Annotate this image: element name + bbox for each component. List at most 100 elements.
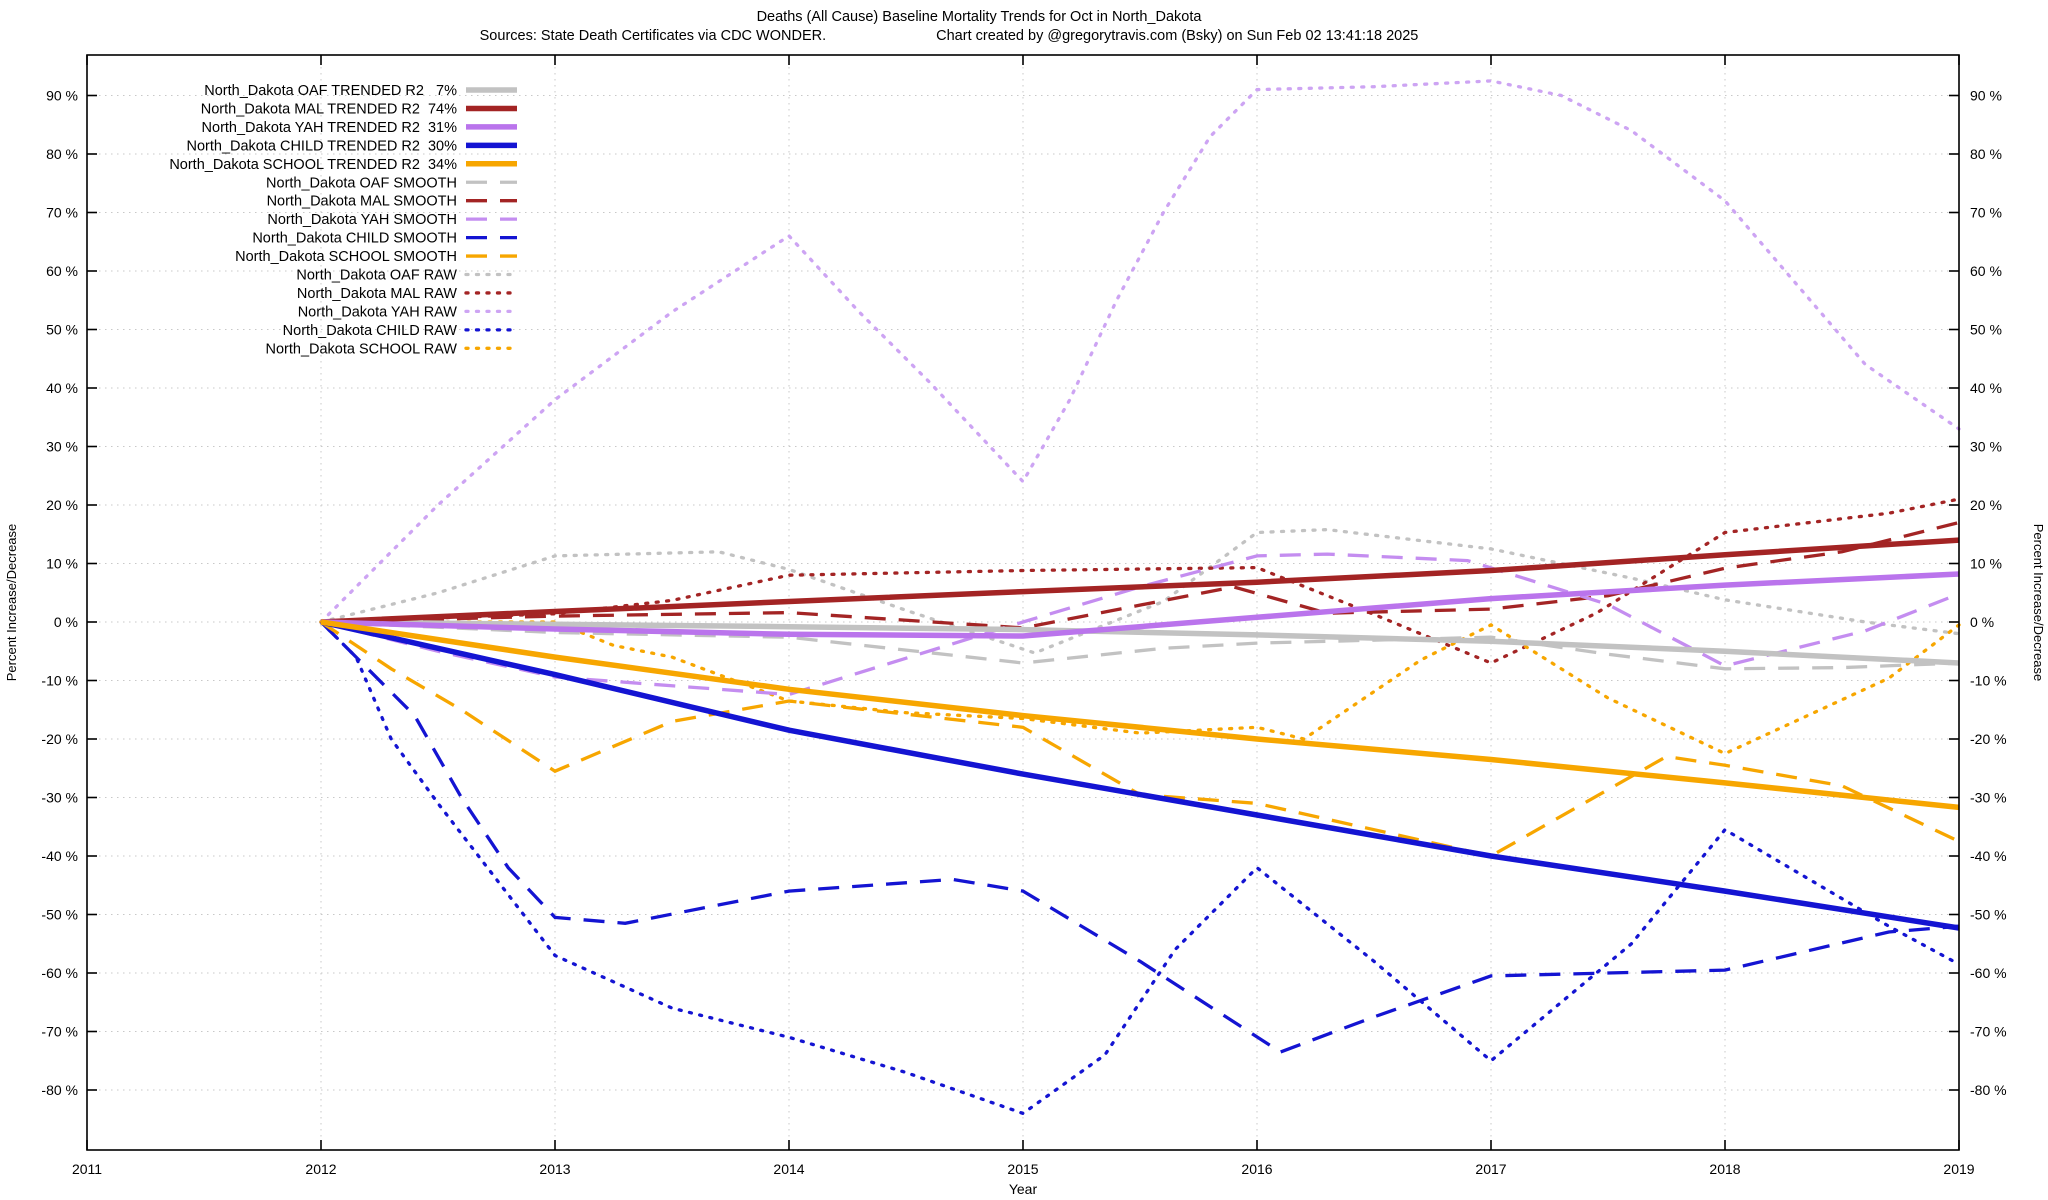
legend-label: North_Dakota OAF TRENDED R2 7%	[204, 83, 457, 99]
y-tick-label-left: -10 %	[41, 673, 78, 689]
y-axis-title-right: Percent Increase/Decrease	[2031, 524, 2046, 682]
y-tick-label-left: 90 %	[46, 88, 78, 104]
x-tick-label: 2019	[1943, 1161, 1974, 1177]
y-axis-title-left: Percent Increase/Decrease	[4, 524, 19, 682]
series-oaf-smooth-line	[320, 620, 1960, 671]
y-tick-label-right: 10 %	[1970, 556, 2002, 572]
series-child-raw-line	[319, 620, 1961, 1116]
y-tick-label-left: 70 %	[46, 205, 78, 221]
y-tick-label-right: 80 %	[1970, 146, 2002, 162]
credit-note: Chart created by @gregorytravis.com (Bsk…	[936, 28, 1419, 44]
legend-entry-yah-smooth: North_Dakota YAH SMOOTH	[267, 212, 517, 228]
legend-label: North_Dakota MAL TRENDED R2 74%	[201, 101, 457, 117]
chart-header: Deaths (All Cause) Baseline Mortality Tr…	[0, 8, 2048, 46]
y-tick-label-right: -70 %	[1970, 1024, 2007, 1040]
y-axis-left: 90 % 80 % 70 % 60 % 50 % 40 % 30 % 20 % 10 % 0 % -…	[4, 88, 97, 1098]
legend-entry-mal-trended: North_Dakota MAL TRENDED R2 74%	[201, 101, 517, 117]
x-tick-label: 2015	[1007, 1161, 1038, 1177]
series-yah-trended-line	[320, 571, 1960, 639]
legend-label: North_Dakota OAF RAW	[296, 268, 457, 284]
y-tick-label-left: -60 %	[41, 965, 78, 981]
y-tick-label-left: 60 %	[46, 263, 78, 279]
legend-entry-mal-smooth: North_Dakota MAL SMOOTH	[267, 194, 517, 210]
legend-entry-oaf-raw: North_Dakota OAF RAW	[296, 268, 519, 284]
y-tick-label-right: -30 %	[1970, 790, 2007, 806]
legend-entry-oaf-trended: North_Dakota OAF TRENDED R2 7%	[204, 83, 517, 99]
x-axis: 2011 2012 2013 2014 2015 2016 2017 2018 2019 Year	[72, 55, 1975, 1197]
legend: North_Dakota OAF TRENDED R2 7% North_Dako…	[169, 83, 519, 357]
y-tick-label-left: -80 %	[41, 1082, 78, 1098]
series-school-trended-line	[320, 619, 1960, 811]
y-tick-label-right: -60 %	[1970, 965, 2007, 981]
series-mal-raw-line	[319, 497, 1961, 665]
x-tick-label: 2018	[1709, 1161, 1740, 1177]
legend-label: North_Dakota MAL RAW	[297, 286, 457, 302]
x-tick-label: 2013	[539, 1161, 570, 1177]
y-tick-label-right: -50 %	[1970, 907, 2007, 923]
y-tick-label-left: -20 %	[41, 731, 78, 747]
y-tick-label-left: 50 %	[46, 322, 78, 338]
x-axis-title: Year	[1009, 1181, 1038, 1197]
plot-border	[86, 54, 1960, 1151]
legend-entry-oaf-smooth: North_Dakota OAF SMOOTH	[266, 175, 517, 191]
x-tick-label: 2017	[1475, 1161, 1506, 1177]
y-tick-label-left: -30 %	[41, 790, 78, 806]
legend-entry-yah-raw: North_Dakota YAH RAW	[298, 304, 519, 320]
y-tick-label-right: 0 %	[1970, 614, 1994, 630]
y-tick-label-left: -40 %	[41, 848, 78, 864]
y-tick-label-right: -40 %	[1970, 848, 2007, 864]
y-tick-label-left: 0 %	[54, 614, 78, 630]
legend-label: North_Dakota MAL SMOOTH	[267, 194, 457, 210]
y-tick-label-right: 70 %	[1970, 205, 2002, 221]
series-mal-trended-line	[320, 537, 1960, 625]
series-school-raw-line	[319, 620, 1961, 756]
legend-label: North_Dakota SCHOOL TRENDED R2 34%	[169, 157, 457, 173]
page-title: Deaths (All Cause) Baseline Mortality Tr…	[756, 9, 1202, 25]
y-tick-label-right: -80 %	[1970, 1082, 2007, 1098]
series-child-smooth-line	[319, 620, 1960, 1054]
y-tick-label-left: -70 %	[41, 1024, 78, 1040]
series-oaf-trended-line	[320, 619, 1960, 666]
legend-label: North_Dakota OAF SMOOTH	[266, 175, 457, 191]
legend-label: North_Dakota SCHOOL SMOOTH	[235, 249, 457, 265]
legend-entry-school-smooth: North_Dakota SCHOOL SMOOTH	[235, 249, 517, 265]
series-yah-raw-line	[319, 79, 1961, 624]
y-tick-label-right: 50 %	[1970, 322, 2002, 338]
y-tick-label-left: -50 %	[41, 907, 78, 923]
legend-label: North_Dakota SCHOOL RAW	[265, 341, 457, 357]
legend-label: North_Dakota YAH RAW	[298, 304, 458, 320]
legend-entry-mal-raw: North_Dakota MAL RAW	[297, 286, 519, 302]
x-tick-label: 2014	[773, 1161, 804, 1177]
y-tick-label-left: 40 %	[46, 380, 78, 396]
y-tick-label-left: 30 %	[46, 439, 78, 455]
y-axis-right: 90 % 80 % 70 % 60 % 50 % 40 % 30 % 20 % 10 % 0 % -…	[1949, 88, 2046, 1098]
legend-label: North_Dakota CHILD TRENDED R2 30%	[187, 138, 458, 154]
y-tick-label-right: 40 %	[1970, 380, 2002, 396]
series-lines	[319, 79, 1961, 1116]
y-tick-label-right: 60 %	[1970, 263, 2002, 279]
y-tick-label-right: 90 %	[1970, 88, 2002, 104]
x-tick-label: 2011	[72, 1161, 102, 1177]
legend-entry-child-raw: North_Dakota CHILD RAW	[283, 323, 519, 339]
sources-note: Sources: State Death Certificates via CD…	[479, 28, 827, 44]
y-tick-label-left: 10 %	[46, 556, 78, 572]
legend-label: North_Dakota YAH TRENDED R2 31%	[202, 120, 458, 136]
legend-label: North_Dakota CHILD SMOOTH	[252, 231, 457, 247]
legend-label: North_Dakota CHILD RAW	[283, 323, 458, 339]
x-tick-label: 2012	[305, 1161, 336, 1177]
y-tick-label-right: 30 %	[1970, 439, 2002, 455]
series-mal-smooth-line	[320, 520, 1960, 630]
legend-entry-child-trended: North_Dakota CHILD TRENDED R2 30%	[187, 138, 517, 154]
y-tick-label-left: 80 %	[46, 146, 78, 162]
legend-label: North_Dakota YAH SMOOTH	[267, 212, 457, 228]
legend-entry-yah-trended: North_Dakota YAH TRENDED R2 31%	[202, 120, 517, 136]
legend-entry-school-raw: North_Dakota SCHOOL RAW	[265, 341, 519, 357]
legend-entry-child-smooth: North_Dakota CHILD SMOOTH	[252, 231, 517, 247]
series-school-smooth-line	[320, 620, 1960, 858]
y-tick-label-left: 20 %	[46, 497, 78, 513]
x-tick-label: 2016	[1241, 1161, 1272, 1177]
y-tick-label-right: -20 %	[1970, 731, 2007, 747]
chart-subtitle: Sources: State Death Certificates via CD…	[0, 27, 1898, 46]
